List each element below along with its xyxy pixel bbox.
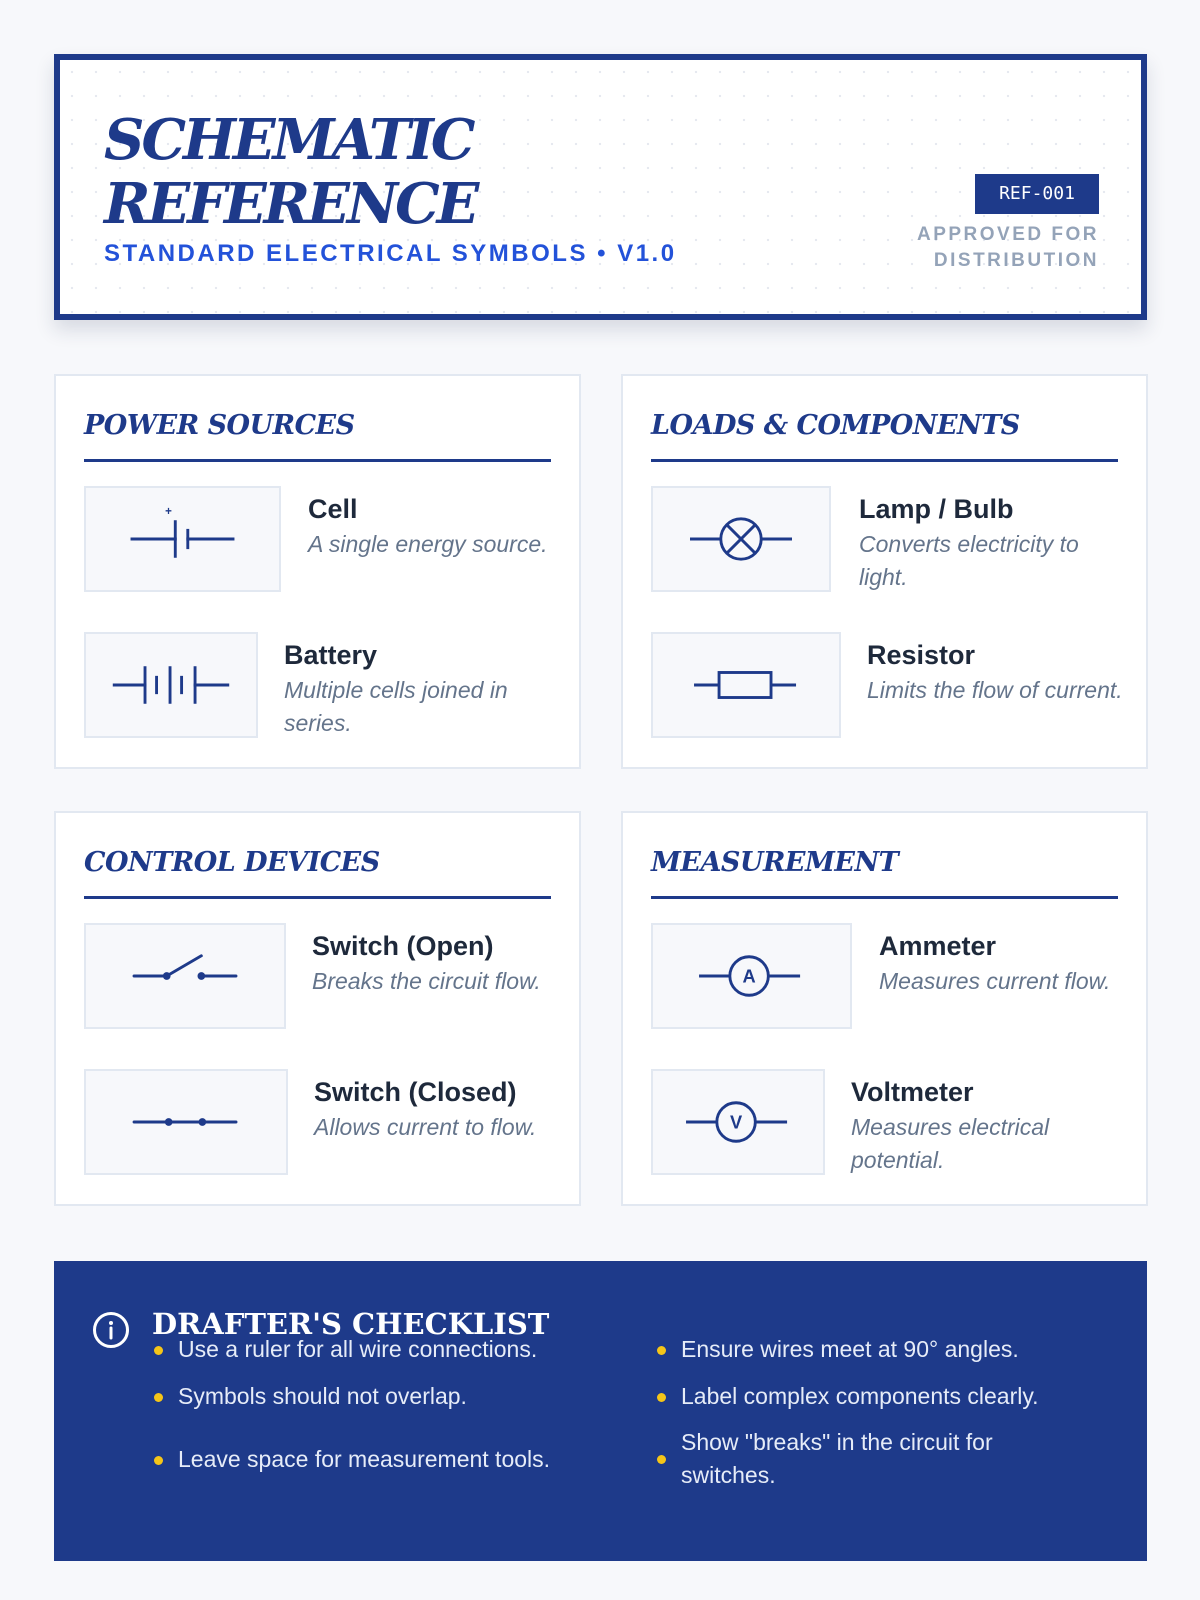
symbol-name: Switch (Open) bbox=[312, 931, 494, 961]
section-power-sources: POWER SOURCES + Cell A single energy sou… bbox=[54, 374, 581, 769]
section-title: MEASUREMENT bbox=[651, 847, 1118, 899]
closed-switch-icon bbox=[84, 1069, 288, 1175]
symbol-description: Measures current flow. bbox=[879, 968, 1111, 994]
lamp-icon bbox=[651, 486, 831, 592]
page-subtitle: STANDARD ELECTRICAL SYMBOLS • V1.0 bbox=[104, 240, 677, 267]
ref-badge: REF-001 bbox=[975, 174, 1099, 214]
ammeter-letter: A bbox=[742, 966, 755, 987]
title-line-1: SCHEMATIC bbox=[104, 107, 475, 173]
cell-icon: + bbox=[84, 486, 281, 592]
approval-line-2: DISTRIBUTION bbox=[933, 250, 1099, 271]
ammeter-icon: A bbox=[651, 923, 852, 1029]
checklist-title: DRAFTER'S CHECKLIST bbox=[152, 1307, 550, 1341]
symbol-description: Multiple cells joined in series. bbox=[284, 677, 508, 736]
symbol-description: Converts electricity to light. bbox=[859, 531, 1079, 590]
bullet bbox=[657, 1455, 666, 1464]
checklist-item: Ensure wires meet at 90° angles. bbox=[657, 1333, 1081, 1366]
title-line-2: REFERENCE bbox=[104, 171, 479, 237]
symbol-item-switch-closed: Switch (Closed) Allows current to flow. bbox=[84, 1069, 551, 1177]
checklist-item: Leave space for measurement tools. bbox=[154, 1443, 550, 1476]
symbol-item-resistor: Resistor Limits the flow of current. bbox=[651, 632, 1123, 740]
checklist-item: Show "breaks" in the circuit for switche… bbox=[657, 1426, 1081, 1492]
section-loads-components: LOADS & COMPONENTS Lamp / Bulb Converts … bbox=[621, 374, 1148, 769]
section-title: LOADS & COMPONENTS bbox=[651, 410, 1118, 462]
symbol-item-voltmeter: V Voltmeter Measures electrical potentia… bbox=[651, 1069, 1118, 1177]
checklist-item: Label complex components clearly. bbox=[657, 1380, 1081, 1413]
bullet bbox=[154, 1345, 163, 1355]
voltmeter-letter: V bbox=[730, 1112, 743, 1133]
symbol-item-cell: + Cell A single energy source. bbox=[84, 486, 551, 594]
bullet bbox=[657, 1392, 666, 1402]
section-title: CONTROL DEVICES bbox=[84, 847, 551, 899]
symbol-description: Breaks the circuit flow. bbox=[312, 968, 541, 994]
resistor-icon bbox=[651, 632, 841, 738]
symbol-description: Measures electrical potential. bbox=[851, 1114, 1050, 1173]
symbol-description: Allows current to flow. bbox=[314, 1114, 537, 1140]
symbol-item-ammeter: A Ammeter Measures current flow. bbox=[651, 923, 1118, 1031]
symbol-name: Resistor bbox=[867, 640, 976, 670]
cell-plus-sign: + bbox=[165, 506, 172, 518]
symbol-item-lamp: Lamp / Bulb Converts electricity to ligh… bbox=[651, 486, 1118, 594]
checklist-item: Use a ruler for all wire connections. bbox=[154, 1333, 537, 1366]
section-measurement: MEASUREMENT A Ammeter Measures current f… bbox=[621, 811, 1148, 1206]
section-control-devices: CONTROL DEVICES Switch (Open) Breaks the… bbox=[54, 811, 581, 1206]
symbol-name: Ammeter bbox=[879, 931, 997, 961]
page-title: SCHEMATIC REFERENCE bbox=[104, 108, 574, 236]
info-icon bbox=[93, 1312, 129, 1348]
drafters-checklist: DRAFTER'S CHECKLIST Use a ruler for all … bbox=[54, 1261, 1147, 1561]
checklist-item: Symbols should not overlap. bbox=[154, 1380, 467, 1413]
battery-icon bbox=[84, 632, 258, 738]
symbol-name: Lamp / Bulb bbox=[859, 494, 1014, 524]
approval-status: APPROVED FOR DISTRIBUTION bbox=[879, 222, 1099, 274]
symbol-name: Battery bbox=[284, 640, 378, 670]
bullet bbox=[154, 1392, 163, 1402]
symbol-description: A single energy source. bbox=[308, 531, 548, 557]
symbol-name: Voltmeter bbox=[851, 1077, 974, 1107]
symbol-description: Limits the flow of current. bbox=[867, 677, 1123, 703]
approval-line-1: APPROVED FOR bbox=[916, 224, 1099, 245]
header-panel: SCHEMATIC REFERENCE STANDARD ELECTRICAL … bbox=[54, 54, 1147, 320]
symbol-item-battery: Battery Multiple cells joined in series. bbox=[84, 632, 551, 740]
section-title: POWER SOURCES bbox=[84, 410, 551, 462]
symbol-name: Cell bbox=[308, 494, 358, 524]
open-switch-icon bbox=[84, 923, 286, 1029]
bullet bbox=[657, 1345, 666, 1355]
voltmeter-icon: V bbox=[651, 1069, 825, 1175]
bullet bbox=[154, 1455, 163, 1465]
symbol-item-switch-open: Switch (Open) Breaks the circuit flow. bbox=[84, 923, 551, 1031]
symbol-name: Switch (Closed) bbox=[314, 1077, 517, 1107]
